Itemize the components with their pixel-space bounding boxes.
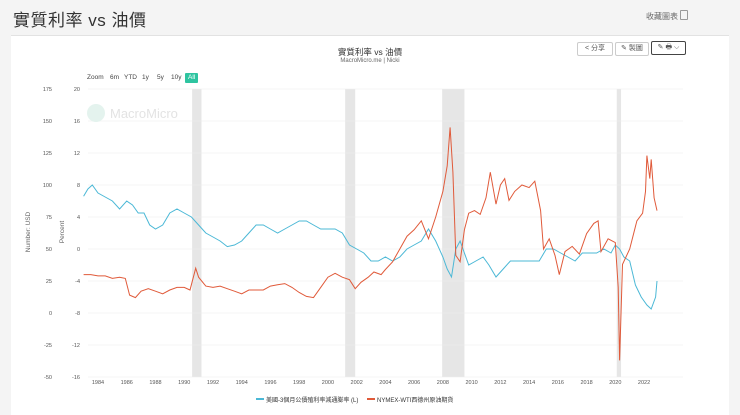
x-tick-label: 1988 — [149, 380, 161, 386]
share-button[interactable]: < 分享 — [577, 42, 613, 56]
legend-rate-label: 美國-3個月公債殖利率減通膨率 (L) — [266, 398, 359, 404]
right-tick-label: -4 — [75, 279, 80, 285]
legend-oil-swatch — [367, 398, 375, 400]
x-tick-label: 2020 — [609, 380, 621, 386]
legend-oil-label: NYMEX-WTI西德州原油期貨 — [377, 398, 454, 404]
x-tick-label: 2022 — [638, 380, 650, 386]
range-5y[interactable]: 5y — [157, 74, 164, 81]
left-axis-ticks: 175 150 125 100 75 50 25 0 -25 -50 — [43, 87, 52, 381]
range-zoom: Zoom — [87, 74, 104, 81]
left-tick-label: 175 — [43, 87, 52, 93]
bookmark-icon — [680, 10, 688, 20]
recession-band — [345, 89, 356, 377]
series-oil-line — [83, 127, 658, 361]
share-icon: < — [584, 45, 590, 52]
x-tick-label: 1994 — [236, 380, 248, 386]
x-tick-label: 2004 — [379, 380, 391, 386]
legend-oil[interactable]: NYMEX-WTI西德州原油期貨 — [367, 395, 453, 404]
page-header: 實質利率 vs 油價 收藏圖表 — [0, 0, 740, 34]
x-tick-label: 2008 — [437, 380, 449, 386]
series-rate-line — [83, 184, 658, 310]
range-1y[interactable]: 1y — [142, 74, 149, 81]
x-axis-ticks: 1984 1986 1988 1990 1992 1994 1996 1998 2000 2002… — [92, 380, 650, 386]
left-axis-label: Number: USD — [25, 211, 32, 252]
right-tick-label: -16 — [72, 375, 80, 381]
range-10y[interactable]: 10y — [171, 74, 182, 81]
chart-subtitle: MacroMicro.me | Nicki — [340, 58, 400, 64]
watermark-text: MacroMicro — [110, 106, 178, 121]
recession-band — [442, 89, 465, 377]
left-tick-label: -25 — [44, 343, 52, 349]
chart-title: 實質利率 vs 油價 — [337, 47, 403, 57]
right-axis-ticks: 20 16 12 8 4 0 -4 -8 -12 -16 — [72, 87, 80, 381]
x-tick-label: 2018 — [580, 380, 592, 386]
share-label: 分享 — [591, 45, 606, 52]
x-tick-label: 2000 — [322, 380, 334, 386]
x-tick-label: 1992 — [207, 380, 219, 386]
watermark-logo-icon — [87, 104, 105, 122]
collect-chart-link[interactable]: 收藏圖表 — [646, 10, 688, 22]
right-tick-label: 20 — [74, 87, 80, 93]
left-tick-label: -50 — [44, 375, 52, 381]
legend-rate-swatch — [256, 398, 264, 400]
grid-lines — [88, 88, 683, 378]
legend-rate[interactable]: 美國-3個月公債殖利率減通膨率 (L) — [256, 395, 358, 404]
edit-print-button[interactable]: ✎ 🖶 ⌵ — [651, 41, 686, 55]
left-tick-label: 75 — [46, 215, 52, 221]
recession-band — [616, 89, 622, 377]
left-tick-label: 125 — [43, 151, 52, 157]
left-tick-label: 50 — [46, 247, 52, 253]
x-tick-label: 2012 — [494, 380, 506, 386]
x-tick-label: 1996 — [264, 380, 276, 386]
right-tick-label: -12 — [72, 343, 80, 349]
draw-label: 製圖 — [628, 45, 643, 52]
right-tick-label: 4 — [77, 215, 80, 221]
left-tick-label: 100 — [43, 183, 52, 189]
x-tick-label: 2014 — [523, 380, 535, 386]
right-tick-label: 16 — [74, 119, 80, 125]
range-all[interactable]: All — [185, 73, 199, 83]
right-tick-label: 0 — [77, 247, 80, 253]
x-tick-label: 2002 — [351, 380, 363, 386]
x-tick-label: 2010 — [465, 380, 477, 386]
range-6m[interactable]: 6m — [110, 74, 120, 81]
x-tick-label: 2006 — [408, 380, 420, 386]
left-tick-label: 150 — [43, 119, 52, 125]
range-ytd[interactable]: YTD — [124, 74, 137, 81]
page-title: 實質利率 vs 油價 — [13, 11, 147, 30]
right-axis-label: Percent — [59, 221, 66, 244]
left-tick-label: 25 — [46, 279, 52, 285]
x-tick-label: 1998 — [293, 380, 305, 386]
recession-bands — [192, 89, 622, 377]
x-tick-label: 1990 — [178, 380, 190, 386]
draw-button[interactable]: ✎ 製圖 — [615, 42, 649, 56]
chart-panel — [11, 35, 729, 415]
right-tick-label: 8 — [77, 183, 80, 189]
x-tick-label: 2016 — [552, 380, 564, 386]
x-tick-label: 1984 — [92, 380, 104, 386]
collect-label: 收藏圖表 — [646, 12, 678, 21]
watermark: MacroMicro — [87, 104, 178, 122]
edit-print-icons: ✎ 🖶 ⌵ — [657, 44, 680, 51]
left-tick-label: 0 — [49, 311, 52, 317]
right-tick-label: -8 — [75, 311, 80, 317]
right-tick-label: 12 — [74, 151, 80, 157]
recession-band — [192, 89, 202, 377]
pencil-icon: ✎ — [621, 45, 627, 52]
x-tick-label: 1986 — [121, 380, 133, 386]
